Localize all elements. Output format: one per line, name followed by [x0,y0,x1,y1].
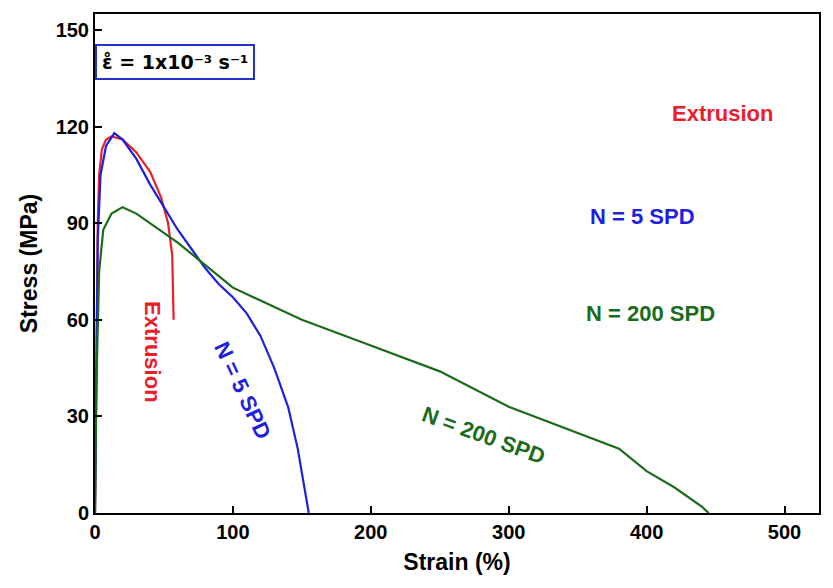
svg-text:Strain (%): Strain (%) [403,549,510,575]
svg-text:N = 5 SPD: N = 5 SPD [209,338,276,443]
svg-text:Stress (MPa): Stress (MPa) [16,194,42,333]
svg-text:400: 400 [630,521,663,543]
svg-text:N = 200 SPD: N = 200 SPD [419,402,549,470]
svg-text:ε̊ = 1x10⁻³ s⁻¹: ε̊ = 1x10⁻³ s⁻¹ [102,51,248,73]
svg-text:150: 150 [56,19,89,41]
svg-text:30: 30 [67,405,89,427]
svg-text:0: 0 [89,521,100,543]
svg-text:N = 200 SPD: N = 200 SPD [586,301,715,326]
svg-text:60: 60 [67,309,89,331]
svg-text:Extrusion: Extrusion [672,101,773,126]
svg-text:100: 100 [216,521,249,543]
svg-text:0: 0 [78,502,89,524]
svg-text:200: 200 [354,521,387,543]
svg-text:90: 90 [67,212,89,234]
svg-text:120: 120 [56,116,89,138]
svg-text:300: 300 [492,521,525,543]
svg-text:500: 500 [768,521,801,543]
svg-text:N = 5 SPD: N = 5 SPD [590,204,695,229]
svg-text:Extrusion: Extrusion [140,301,165,402]
